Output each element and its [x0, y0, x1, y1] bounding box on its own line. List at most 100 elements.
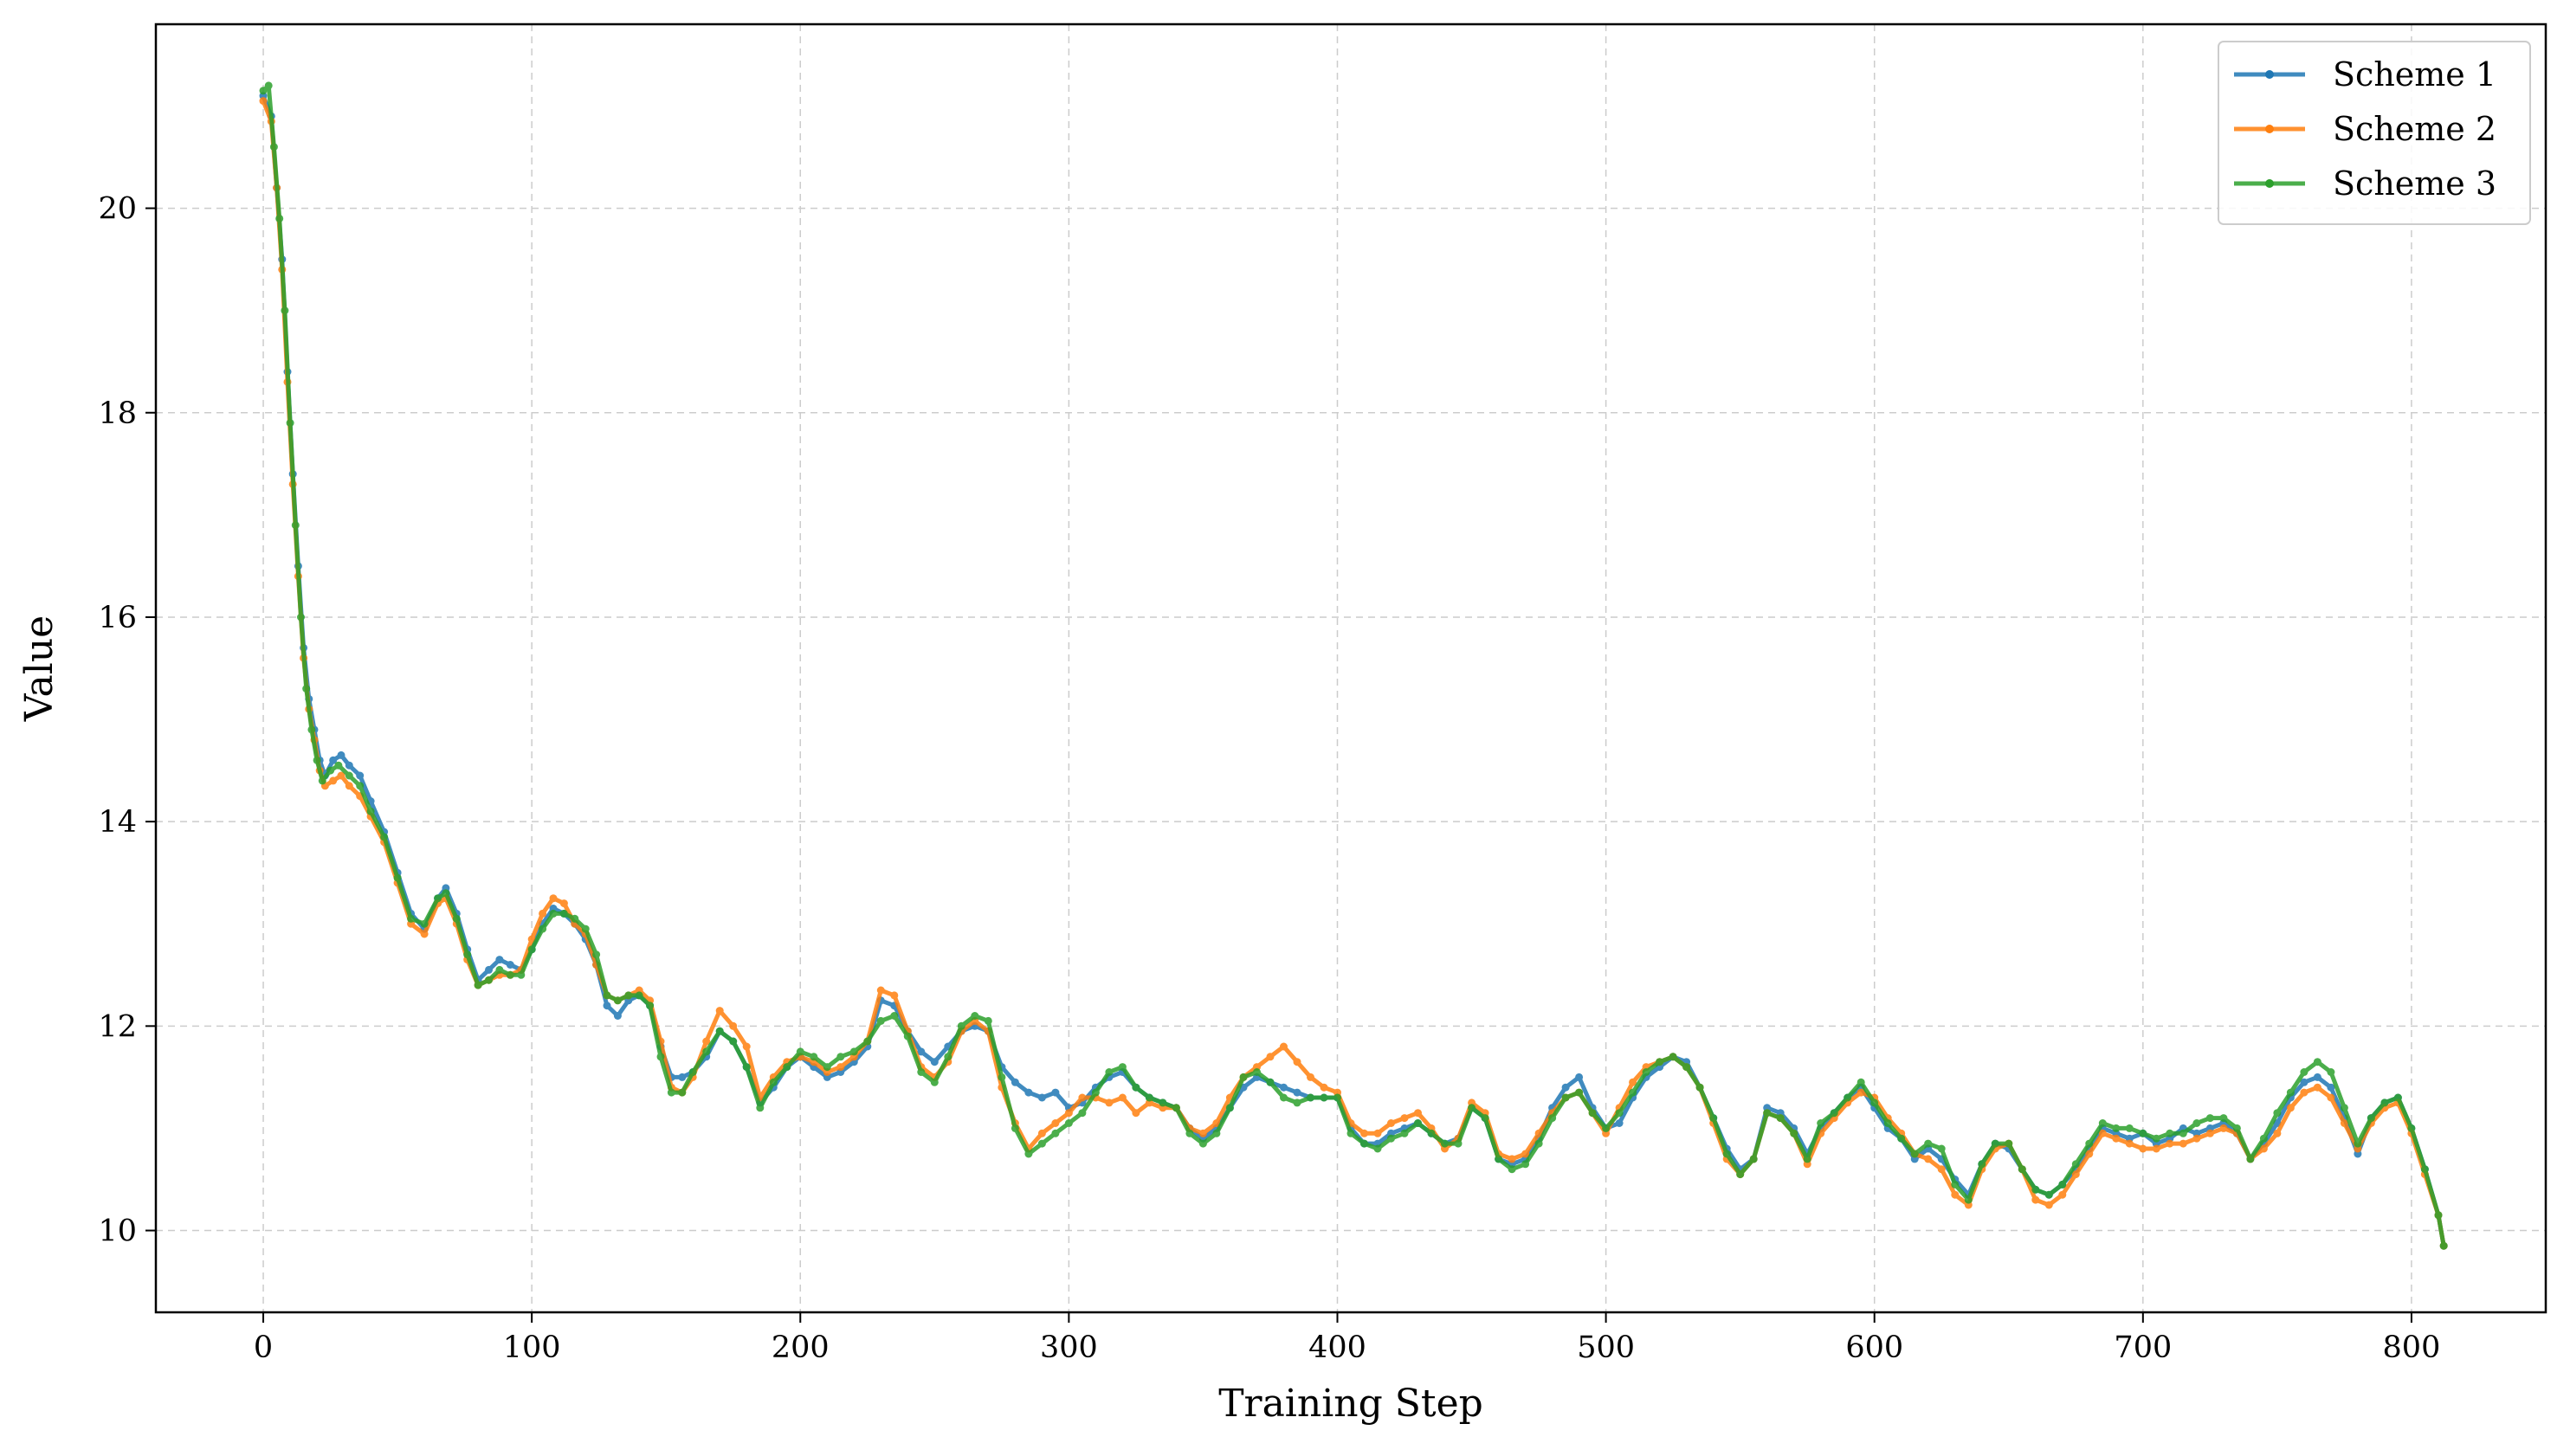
data-point [1991, 1139, 1999, 1148]
data-point [2327, 1093, 2335, 1102]
data-point [715, 1007, 724, 1015]
data-point [1588, 1109, 1597, 1118]
data-point [1293, 1058, 1301, 1066]
data-point [1159, 1098, 1167, 1107]
data-point [876, 1016, 885, 1025]
data-point [1293, 1098, 1301, 1107]
data-point [2393, 1093, 2402, 1102]
data-point [1253, 1068, 1261, 1076]
data-point [2166, 1129, 2174, 1137]
data-point [345, 761, 353, 770]
data-point [890, 1012, 899, 1020]
data-point [2354, 1139, 2362, 1148]
data-point [917, 1047, 926, 1056]
data-point [1185, 1129, 1194, 1137]
y-tick-label: 14 [98, 805, 137, 840]
x-tick-label: 800 [2383, 1330, 2441, 1365]
data-point [1307, 1093, 1314, 1102]
data-point [667, 1088, 675, 1097]
data-point [1064, 1109, 1073, 1118]
data-point [2205, 1129, 2214, 1137]
data-point [1225, 1104, 1234, 1112]
data-point [903, 1032, 912, 1040]
data-point [2300, 1078, 2308, 1086]
data-point [796, 1047, 804, 1056]
y-tick-label: 10 [98, 1214, 137, 1249]
data-point [329, 756, 338, 764]
data-point [517, 970, 526, 979]
data-point [1280, 1042, 1288, 1051]
data-point [613, 1012, 622, 1020]
data-point [1078, 1093, 1087, 1102]
data-point [442, 889, 450, 898]
data-point [1011, 1078, 1019, 1086]
data-point [2018, 1165, 2026, 1174]
data-point [259, 97, 268, 106]
data-point [2205, 1114, 2214, 1123]
data-point [2340, 1119, 2348, 1127]
data-point [930, 1078, 939, 1086]
data-point [1575, 1088, 1584, 1097]
series-3 [259, 81, 2448, 1250]
data-point [1011, 1124, 1019, 1132]
data-point [264, 81, 273, 90]
data-point [1266, 1078, 1275, 1086]
data-point [1629, 1088, 1637, 1097]
data-point [849, 1047, 858, 1056]
data-point [678, 1088, 687, 1097]
data-point [1937, 1144, 1946, 1153]
y-tick-label: 20 [98, 192, 137, 227]
data-point [702, 1037, 711, 1046]
data-point [890, 991, 899, 1000]
data-point [1870, 1098, 1879, 1107]
data-point [1964, 1195, 1973, 1204]
data-point [485, 976, 493, 984]
legend-swatch-marker [2265, 70, 2274, 79]
data-point [2179, 1129, 2187, 1137]
data-point [646, 1002, 655, 1010]
data-point [810, 1053, 818, 1061]
data-point [2327, 1068, 2335, 1076]
data-point [2273, 1129, 2282, 1137]
data-point [823, 1063, 831, 1072]
data-point [688, 1068, 697, 1076]
data-point [742, 1042, 751, 1051]
data-point [1561, 1093, 1570, 1102]
data-point [1669, 1053, 1677, 1061]
data-point [345, 771, 353, 780]
data-point [1064, 1119, 1073, 1127]
data-point [984, 1016, 992, 1025]
data-point [1897, 1134, 1906, 1143]
data-point [463, 950, 472, 959]
y-tick-label: 18 [98, 396, 137, 431]
data-point [1051, 1088, 1060, 1097]
data-point [1803, 1155, 1811, 1163]
plot-area-frame [154, 23, 2547, 1314]
data-point [2327, 1083, 2335, 1092]
data-point [2058, 1190, 2067, 1199]
y-axis-label: Value [17, 615, 61, 722]
data-point [1400, 1129, 1409, 1137]
data-point [2420, 1165, 2429, 1174]
x-axis-label: Training Step [1218, 1382, 1483, 1426]
data-point [559, 909, 568, 918]
data-point [624, 991, 633, 1000]
data-point [291, 521, 300, 530]
data-point [506, 961, 514, 969]
data-point [1937, 1165, 1946, 1174]
series-layer [259, 81, 2448, 1250]
data-point [603, 991, 611, 1000]
data-point [2286, 1088, 2295, 1097]
data-point [1790, 1129, 1798, 1137]
data-point [2340, 1104, 2348, 1112]
data-point [2179, 1139, 2187, 1148]
data-point [2071, 1170, 2080, 1179]
y-tick-label: 12 [98, 1009, 137, 1044]
data-point [1373, 1144, 1382, 1153]
data-point [2300, 1088, 2308, 1097]
data-point [2407, 1124, 2416, 1132]
data-point [1856, 1088, 1865, 1097]
data-point [1024, 1088, 1033, 1097]
data-point [380, 833, 389, 841]
data-point [506, 970, 514, 979]
